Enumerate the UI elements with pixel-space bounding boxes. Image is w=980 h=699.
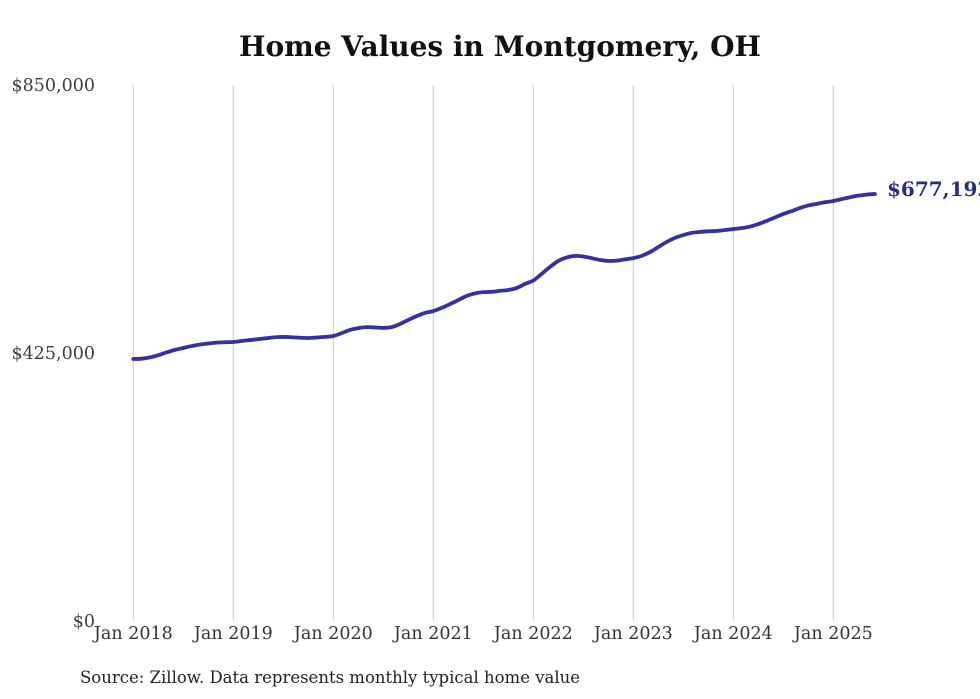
x-tick-label: Jan 2020 [292, 624, 373, 644]
chart-title: Home Values in Montgomery, OH [239, 30, 761, 63]
x-axis-tick-labels: Jan 2018 Jan 2019 Jan 2020 Jan 2021 Jan 2022… [92, 624, 873, 644]
source-caption: Source: Zillow. Data represents monthly … [80, 668, 580, 687]
gridlines [132, 85, 834, 620]
x-tick-label: Jan 2024 [692, 624, 773, 644]
x-tick-label: Jan 2025 [792, 624, 873, 644]
y-tick-label: $0 [73, 612, 95, 632]
y-tick-label: $850,000 [11, 76, 95, 96]
x-tick-label: Jan 2019 [192, 624, 273, 644]
home-value-line-series [131, 192, 877, 361]
x-tick-label: Jan 2018 [92, 624, 173, 644]
x-tick-label: Jan 2021 [392, 624, 473, 644]
end-value-label: $677,192 [887, 177, 980, 201]
y-tick-label: $425,000 [11, 344, 95, 364]
x-tick-label: Jan 2023 [592, 624, 673, 644]
x-tick-label: Jan 2022 [492, 624, 573, 644]
y-axis-tick-labels: $0 $425,000 $850,000 [11, 76, 95, 632]
